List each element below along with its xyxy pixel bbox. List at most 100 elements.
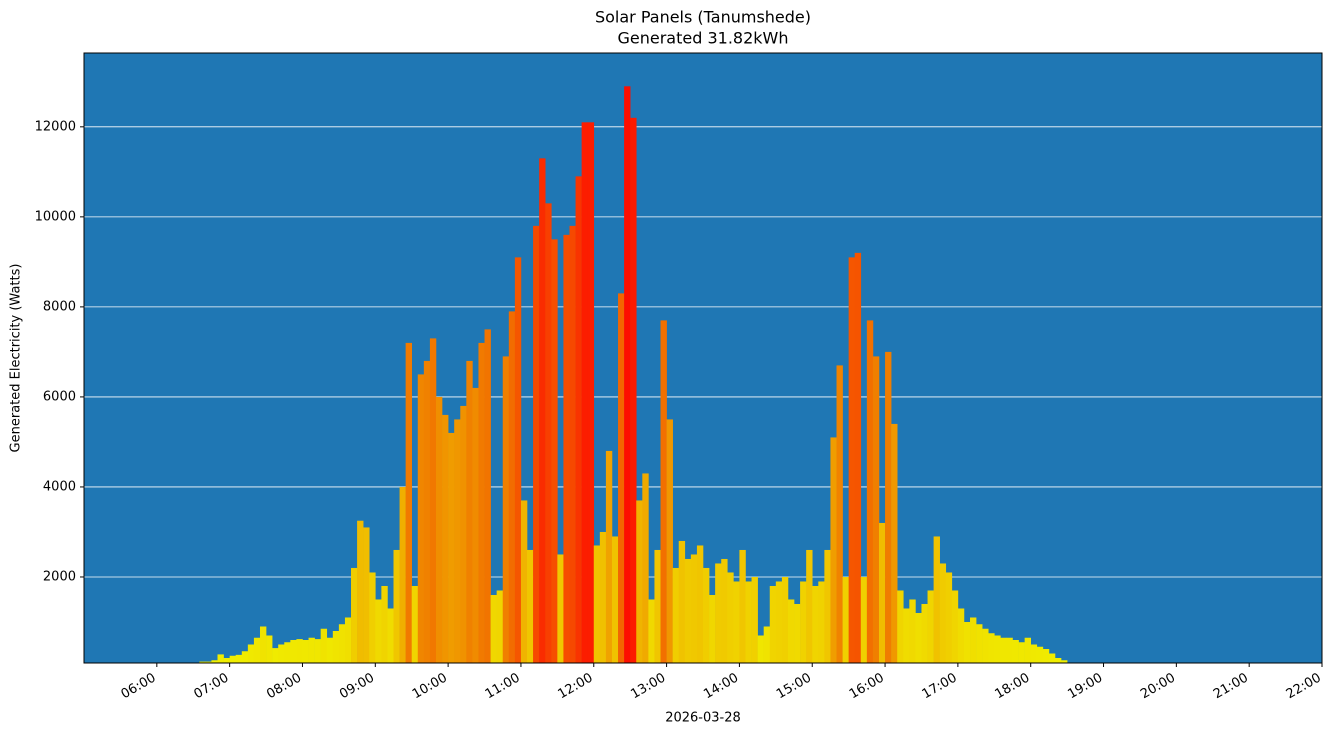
bar — [751, 576, 758, 663]
bar — [666, 419, 673, 663]
bar — [848, 257, 856, 663]
bar — [715, 563, 722, 663]
bar — [605, 450, 613, 663]
bar — [357, 520, 364, 663]
bar — [690, 554, 698, 663]
x-tick-label: 22:00 — [1284, 671, 1324, 703]
x-tick-label: 19:00 — [1065, 671, 1105, 703]
bar — [745, 581, 752, 663]
bar — [757, 635, 764, 663]
bar — [951, 590, 959, 663]
bar — [411, 585, 419, 663]
bar — [417, 374, 425, 663]
bar — [976, 624, 983, 663]
bar — [733, 581, 740, 663]
bar — [854, 252, 862, 663]
bar — [527, 549, 534, 663]
bar — [618, 293, 625, 663]
bar — [290, 639, 297, 663]
bar — [1048, 653, 1056, 663]
bar — [988, 633, 995, 663]
bar — [963, 621, 971, 663]
bar — [945, 572, 953, 663]
x-tick-label: 12:00 — [556, 671, 596, 703]
bar — [351, 567, 358, 663]
bar — [982, 628, 989, 663]
y-tick-label: 4000 — [43, 479, 76, 494]
bar — [763, 626, 771, 663]
bar — [587, 122, 595, 663]
bar — [933, 536, 940, 663]
bar — [296, 639, 303, 663]
bar — [812, 585, 819, 663]
bar — [575, 176, 582, 664]
bar — [727, 572, 734, 663]
bar — [405, 342, 413, 663]
bar — [502, 356, 510, 663]
bar — [660, 320, 667, 663]
bar — [684, 558, 692, 663]
bar — [533, 225, 540, 663]
x-tick-label: 18:00 — [993, 671, 1033, 703]
bar — [781, 576, 789, 663]
bar — [442, 414, 449, 663]
bar — [836, 365, 843, 663]
bar — [824, 549, 831, 663]
bar — [957, 608, 965, 663]
bar — [508, 311, 516, 663]
x-tick-label: 14:00 — [701, 671, 741, 703]
bar — [1024, 637, 1032, 663]
bar — [775, 581, 783, 663]
bar — [435, 396, 443, 663]
bar — [885, 351, 892, 663]
bar — [939, 563, 947, 663]
bar — [478, 342, 485, 663]
bar — [1042, 649, 1050, 663]
bar — [891, 423, 898, 663]
bar — [696, 545, 704, 663]
bar — [454, 419, 461, 663]
x-tick-label: 15:00 — [774, 671, 814, 703]
bar — [593, 545, 601, 663]
chart-title: Solar Panels (Tanumshede) — [595, 8, 811, 27]
bar — [448, 432, 455, 663]
bar — [642, 473, 649, 663]
bar — [1006, 637, 1013, 663]
bar — [460, 405, 467, 663]
bar — [514, 257, 522, 663]
bar — [369, 572, 376, 663]
bar — [909, 599, 916, 663]
x-tick-label: 07:00 — [191, 671, 231, 703]
plot-frame — [83, 52, 1323, 664]
bar — [581, 122, 588, 663]
chart-subtitle: Generated 31.82kWh — [618, 29, 789, 48]
bar — [1018, 642, 1025, 663]
x-tick-label: 21:00 — [1211, 671, 1251, 703]
y-tick-label: 6000 — [43, 389, 76, 404]
bar — [1054, 658, 1062, 663]
bar — [636, 500, 643, 663]
bar — [472, 387, 479, 663]
bar — [520, 500, 528, 663]
bar — [217, 654, 224, 663]
bar — [429, 338, 437, 663]
bar — [314, 639, 321, 663]
bar — [466, 360, 473, 663]
bar — [223, 658, 230, 663]
bar — [842, 576, 849, 663]
bar — [921, 603, 928, 663]
bar — [648, 599, 655, 663]
bar — [539, 158, 546, 664]
x-tick-label: 20:00 — [1138, 671, 1178, 703]
bar — [927, 590, 934, 663]
bar — [496, 590, 504, 663]
bar — [903, 608, 910, 663]
bar — [872, 356, 880, 663]
y-tick-label: 2000 — [43, 569, 76, 584]
x-tick-label: 09:00 — [337, 671, 377, 703]
y-tick-label: 10000 — [35, 209, 76, 224]
bar — [630, 117, 637, 664]
bar — [490, 594, 497, 663]
